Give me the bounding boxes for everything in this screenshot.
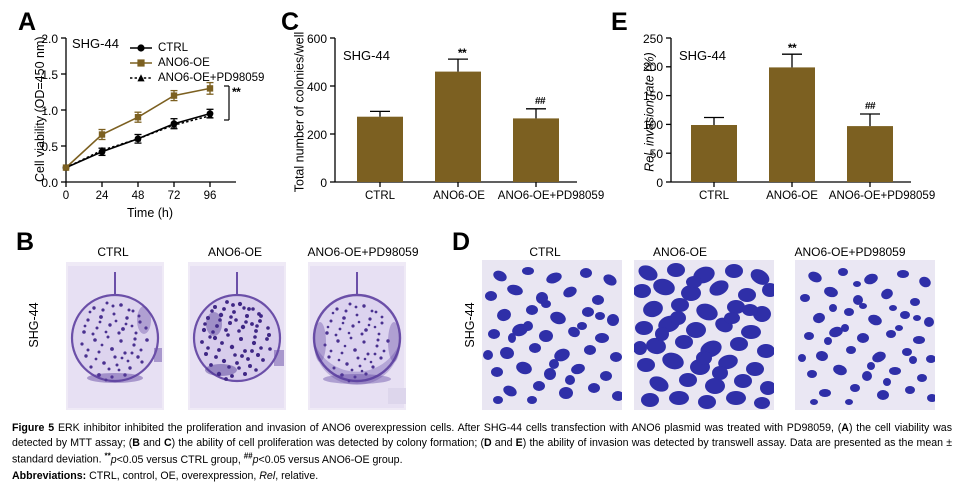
panel-a-xtick-3: 72 bbox=[167, 190, 181, 202]
panel-a-cell-line: SHG-44 bbox=[72, 36, 119, 51]
figure-caption-label: Figure 5 bbox=[12, 422, 55, 434]
colony-plate-ano6oe bbox=[188, 262, 286, 410]
panel-c-cell-line: SHG-44 bbox=[343, 48, 390, 63]
figure-caption-stat2: ##p<0.05 versus ANO6-OE group. bbox=[243, 451, 403, 466]
panel-e-plot bbox=[666, 37, 911, 187]
panel-c-sig-pd98059: ## bbox=[534, 96, 546, 107]
panel-a-xtick-1: 24 bbox=[95, 190, 109, 202]
figure-abbreviations-label: Abbreviations: bbox=[12, 470, 87, 483]
panel-a-plot bbox=[61, 37, 236, 187]
panel-a-ytick-4: 2.0 bbox=[41, 32, 58, 46]
figure-caption: Figure 5 ERK inhibitor inhibited the pro… bbox=[12, 421, 952, 484]
panel-a-ytick-0: 0.0 bbox=[41, 176, 58, 190]
legend-label-ano6oe: ANO6-OE bbox=[158, 57, 210, 69]
panel-e-ytick-5: 250 bbox=[642, 32, 663, 46]
panel-letter-a: A bbox=[18, 8, 37, 36]
panel-c-ytick-1: 200 bbox=[306, 128, 327, 142]
panel-a-ytick-3: 1.5 bbox=[41, 68, 58, 82]
panel-e-ytick-4: 200 bbox=[642, 60, 663, 74]
panel-d-cell-line-label: SHG-44 bbox=[463, 302, 477, 348]
panel-a-xtick-4: 96 bbox=[203, 190, 217, 202]
panel-e-xtick-ano6oe: ANO6-OE bbox=[766, 190, 818, 202]
panel-a-significance: ** bbox=[232, 85, 241, 99]
panel-e-ytick-2: 100 bbox=[642, 118, 663, 132]
panel-b-cell-line-label: SHG-44 bbox=[27, 302, 41, 348]
panel-b-group-title-pd98059: ANO6-OE+PD98059 bbox=[307, 245, 419, 259]
panel-a-xtick-0: 0 bbox=[62, 190, 70, 202]
panel-c-xtick-pd98059: ANO6-OE+PD98059 bbox=[497, 190, 605, 202]
panel-a-xtick-2: 48 bbox=[131, 190, 145, 202]
panel-c-y-axis-title: Total number of colonies/well bbox=[292, 31, 307, 193]
panel-letter-e: E bbox=[611, 8, 628, 36]
legend-label-ctrl: CTRL bbox=[158, 42, 189, 54]
panel-e-ytick-0: 0 bbox=[656, 176, 663, 190]
panel-c-ytick-3: 600 bbox=[306, 32, 327, 46]
panel-e-cell-line: SHG-44 bbox=[679, 48, 726, 63]
legend-marker-ctrl-icon bbox=[130, 44, 152, 52]
panel-letter-b: B bbox=[16, 228, 35, 256]
figure-abbreviations-text: CTRL, control, OE, overexpression, Rel, … bbox=[89, 470, 319, 483]
panel-letter-c: C bbox=[281, 8, 300, 36]
panel-c-ytick-0: 0 bbox=[320, 176, 327, 190]
panel-a-ytick-1: 0.5 bbox=[41, 140, 58, 154]
panel-d-group-title-pd98059: ANO6-OE+PD98059 bbox=[794, 245, 906, 259]
panel-b-group-title-ano6oe: ANO6-OE bbox=[207, 245, 262, 259]
panel-c-plot bbox=[330, 37, 577, 187]
panel-letter-d: D bbox=[452, 228, 471, 256]
panel-a-ytick-2: 1.0 bbox=[41, 104, 58, 118]
legend-marker-ano6oe-icon bbox=[130, 59, 152, 67]
panel-b-group-title-ctrl: CTRL bbox=[97, 245, 129, 259]
panel-c-sig-ano6oe: ** bbox=[457, 46, 467, 60]
panel-d-group-title-ctrl: CTRL bbox=[529, 245, 561, 259]
colony-plate-ctrl bbox=[66, 262, 164, 410]
transwell-image-ctrl bbox=[482, 260, 622, 410]
panel-e-xtick-pd98059: ANO6-OE+PD98059 bbox=[828, 190, 936, 202]
panel-c-xtick-ano6oe: ANO6-OE bbox=[433, 190, 485, 202]
panel-e-xtick-ctrl: CTRL bbox=[698, 190, 730, 202]
legend-marker-pd98059-icon bbox=[130, 74, 152, 82]
panel-c-ytick-2: 400 bbox=[306, 80, 327, 94]
panel-d-group-title-ano6oe: ANO6-OE bbox=[652, 245, 707, 259]
panel-e-ytick-3: 150 bbox=[642, 89, 663, 103]
panel-c-xtick-ctrl: CTRL bbox=[364, 190, 396, 202]
transwell-image-pd98059 bbox=[795, 260, 935, 410]
legend-label-pd98059: ANO6-OE+PD98059 bbox=[158, 72, 265, 84]
transwell-image-ano6oe bbox=[634, 260, 774, 410]
panel-e-ytick-1: 50 bbox=[649, 147, 663, 161]
figure-caption-stat1: **p<0.05 versus CTRL group, bbox=[104, 451, 241, 466]
panel-a-x-axis-title: Time (h) bbox=[126, 206, 174, 220]
figure-caption-main: ERK inhibitor inhibited the proliferatio… bbox=[12, 422, 953, 466]
figure-abbreviations: Abbreviations: CTRL, control, OE, overex… bbox=[12, 469, 952, 484]
panel-e-sig-pd98059: ## bbox=[864, 101, 876, 112]
panel-e-sig-ano6oe: ** bbox=[787, 41, 797, 55]
colony-plate-pd98059 bbox=[308, 262, 406, 410]
